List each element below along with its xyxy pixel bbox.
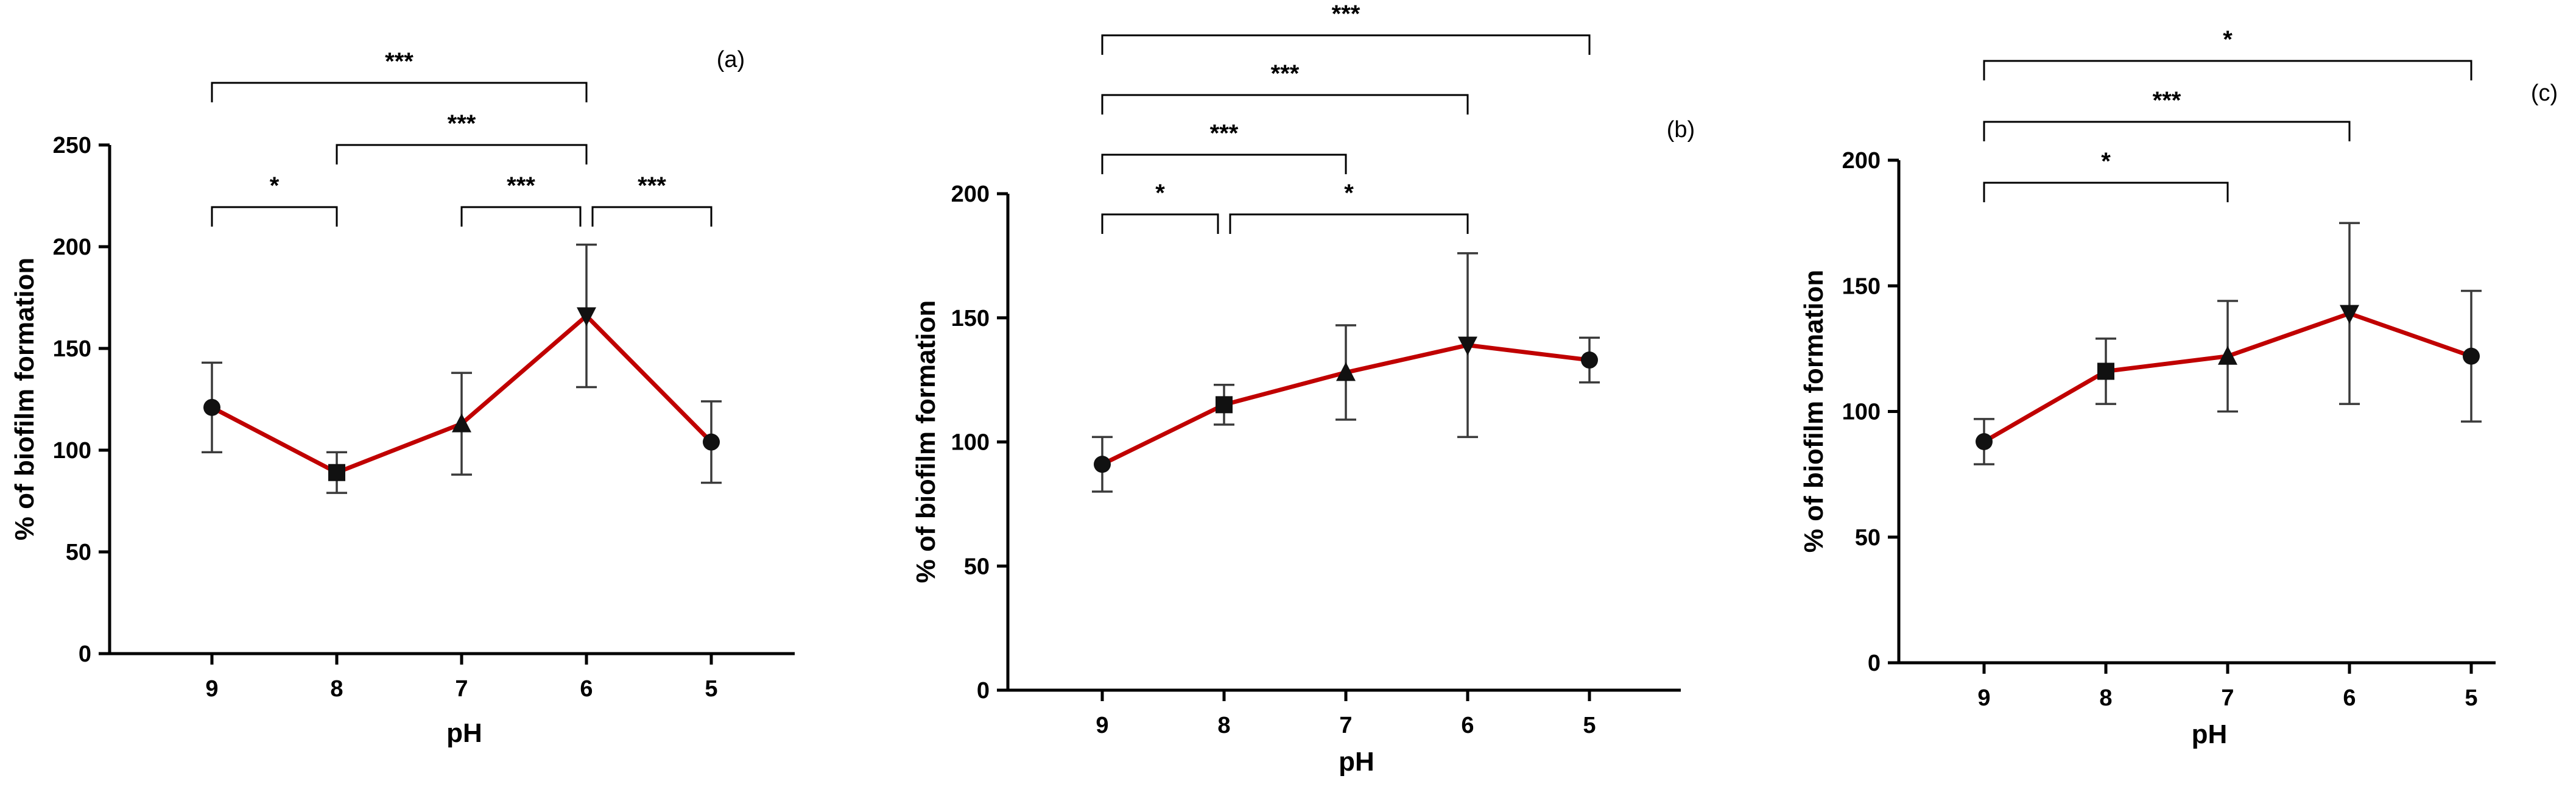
significance-label: *** (1332, 1, 1360, 27)
x-axis-title: pH (446, 718, 482, 748)
significance-label: * (270, 172, 280, 199)
y-tick-label: 100 (53, 438, 91, 464)
x-tick-label: 5 (705, 676, 717, 702)
x-tick-label: 7 (455, 676, 468, 702)
y-tick-label: 150 (1842, 274, 1881, 299)
x-axis-title: pH (2192, 719, 2228, 749)
significance-bracket: *** (336, 110, 588, 164)
significance-bracket: * (1983, 148, 2229, 202)
x-tick-label: 9 (205, 676, 218, 702)
significance-bracket: *** (1101, 120, 1347, 174)
x-tick-label: 6 (1461, 713, 1474, 738)
significance-label: * (1344, 180, 1354, 207)
panel-label: (b) (1667, 117, 1695, 143)
data-point (1976, 433, 1993, 450)
y-tick-label: 150 (53, 336, 91, 362)
y-tick-label: 100 (951, 430, 990, 456)
y-tick-label: 0 (977, 678, 990, 704)
x-tick-label: 8 (1217, 713, 1230, 738)
y-tick-label: 200 (1842, 148, 1881, 174)
panel-label: (a) (717, 47, 745, 72)
chart-panel-a: 0 50 100 150 200 250 9 8 7 6 5 pH % of biofilm forma… (10, 47, 795, 748)
y-tick-label: 50 (964, 554, 990, 579)
y-tick-label: 200 (951, 182, 990, 207)
data-point (2097, 362, 2114, 380)
x-axis-title: pH (1339, 747, 1374, 777)
chart-panel-c: 0 50 100 150 200 9 8 7 6 5 pH % of biofilm formatio… (1799, 26, 2558, 749)
significance-bracket: *** (460, 172, 582, 227)
x-tick-label: 8 (330, 676, 343, 702)
x-tick-label: 5 (2465, 685, 2477, 711)
significance-label: *** (1210, 120, 1239, 147)
significance-bracket: * (211, 172, 338, 227)
significance-bracket: *** (1101, 1, 1591, 55)
x-tick-label: 9 (1096, 713, 1108, 738)
significance-label: * (1155, 180, 1165, 207)
x-tick-label: 7 (2221, 685, 2234, 711)
data-point (2218, 345, 2237, 365)
y-tick-label: 0 (1868, 651, 1881, 676)
y-tick-label: 0 (79, 641, 91, 667)
data-point (2340, 305, 2359, 324)
y-axis-title: % of biofilm formation (10, 258, 40, 540)
x-tick-label: 5 (1583, 713, 1596, 738)
significance-label: *** (638, 172, 666, 199)
data-point (577, 307, 596, 327)
chart-panel-b: 0 50 100 150 200 9 8 7 6 5 pH % of biofilm formatio… (911, 1, 1695, 777)
y-tick-label: 250 (53, 133, 91, 158)
significance-bracket: * (1229, 180, 1469, 234)
y-axis-title: % of biofilm formation (911, 300, 941, 583)
y-tick-label: 50 (66, 540, 91, 565)
data-point (328, 464, 345, 481)
significance-label: *** (448, 110, 476, 137)
significance-bracket: *** (591, 172, 713, 227)
data-point (1581, 351, 1598, 369)
significance-label: *** (385, 48, 413, 75)
x-tick-label: 7 (1339, 713, 1352, 738)
data-point (1458, 336, 1477, 356)
data-point (203, 398, 220, 416)
y-tick-label: 50 (1855, 525, 1881, 551)
panel-label: (c) (2531, 80, 2558, 106)
y-tick-label: 100 (1842, 400, 1881, 425)
significance-label: *** (1271, 60, 1300, 87)
data-point (452, 413, 471, 433)
x-tick-label: 6 (580, 676, 593, 702)
data-point (2463, 347, 2480, 365)
data-point (1094, 456, 1111, 473)
data-point (1216, 396, 1233, 414)
significance-label: * (2223, 26, 2233, 53)
significance-bracket: * (1101, 180, 1219, 234)
significance-bracket: *** (211, 48, 588, 102)
y-tick-label: 200 (53, 235, 91, 260)
significance-label: *** (2153, 87, 2181, 114)
significance-bracket: * (1983, 26, 2472, 80)
x-tick-label: 9 (1977, 685, 1990, 711)
x-tick-label: 8 (2099, 685, 2112, 711)
significance-label: * (2101, 148, 2111, 175)
significance-bracket: *** (1101, 60, 1469, 115)
y-tick-label: 150 (951, 306, 990, 331)
data-point (1336, 362, 1356, 381)
significance-bracket: *** (1983, 87, 2351, 141)
y-axis-title: % of biofilm formation (1799, 270, 1829, 553)
significance-label: *** (507, 172, 535, 199)
data-point (703, 433, 720, 451)
x-tick-label: 6 (2343, 685, 2356, 711)
